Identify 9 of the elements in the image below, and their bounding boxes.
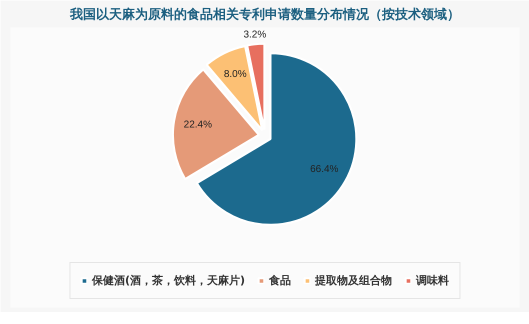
data-label: 8.0% [224, 69, 247, 80]
legend-label: 提取物及组合物 [315, 273, 392, 288]
chart-title: 我国以天麻为原料的食品相关专利申请数量分布情况（按技术领域） [69, 6, 460, 22]
legend-label: 食品 [269, 273, 292, 288]
legend-label: 保健酒(酒，茶，饮料，天麻片) [92, 273, 246, 288]
data-label: 66.4% [310, 164, 339, 175]
legend-label: 调味料 [416, 273, 450, 288]
data-label: 22.4% [184, 119, 212, 130]
data-label: 3.2% [243, 30, 266, 41]
